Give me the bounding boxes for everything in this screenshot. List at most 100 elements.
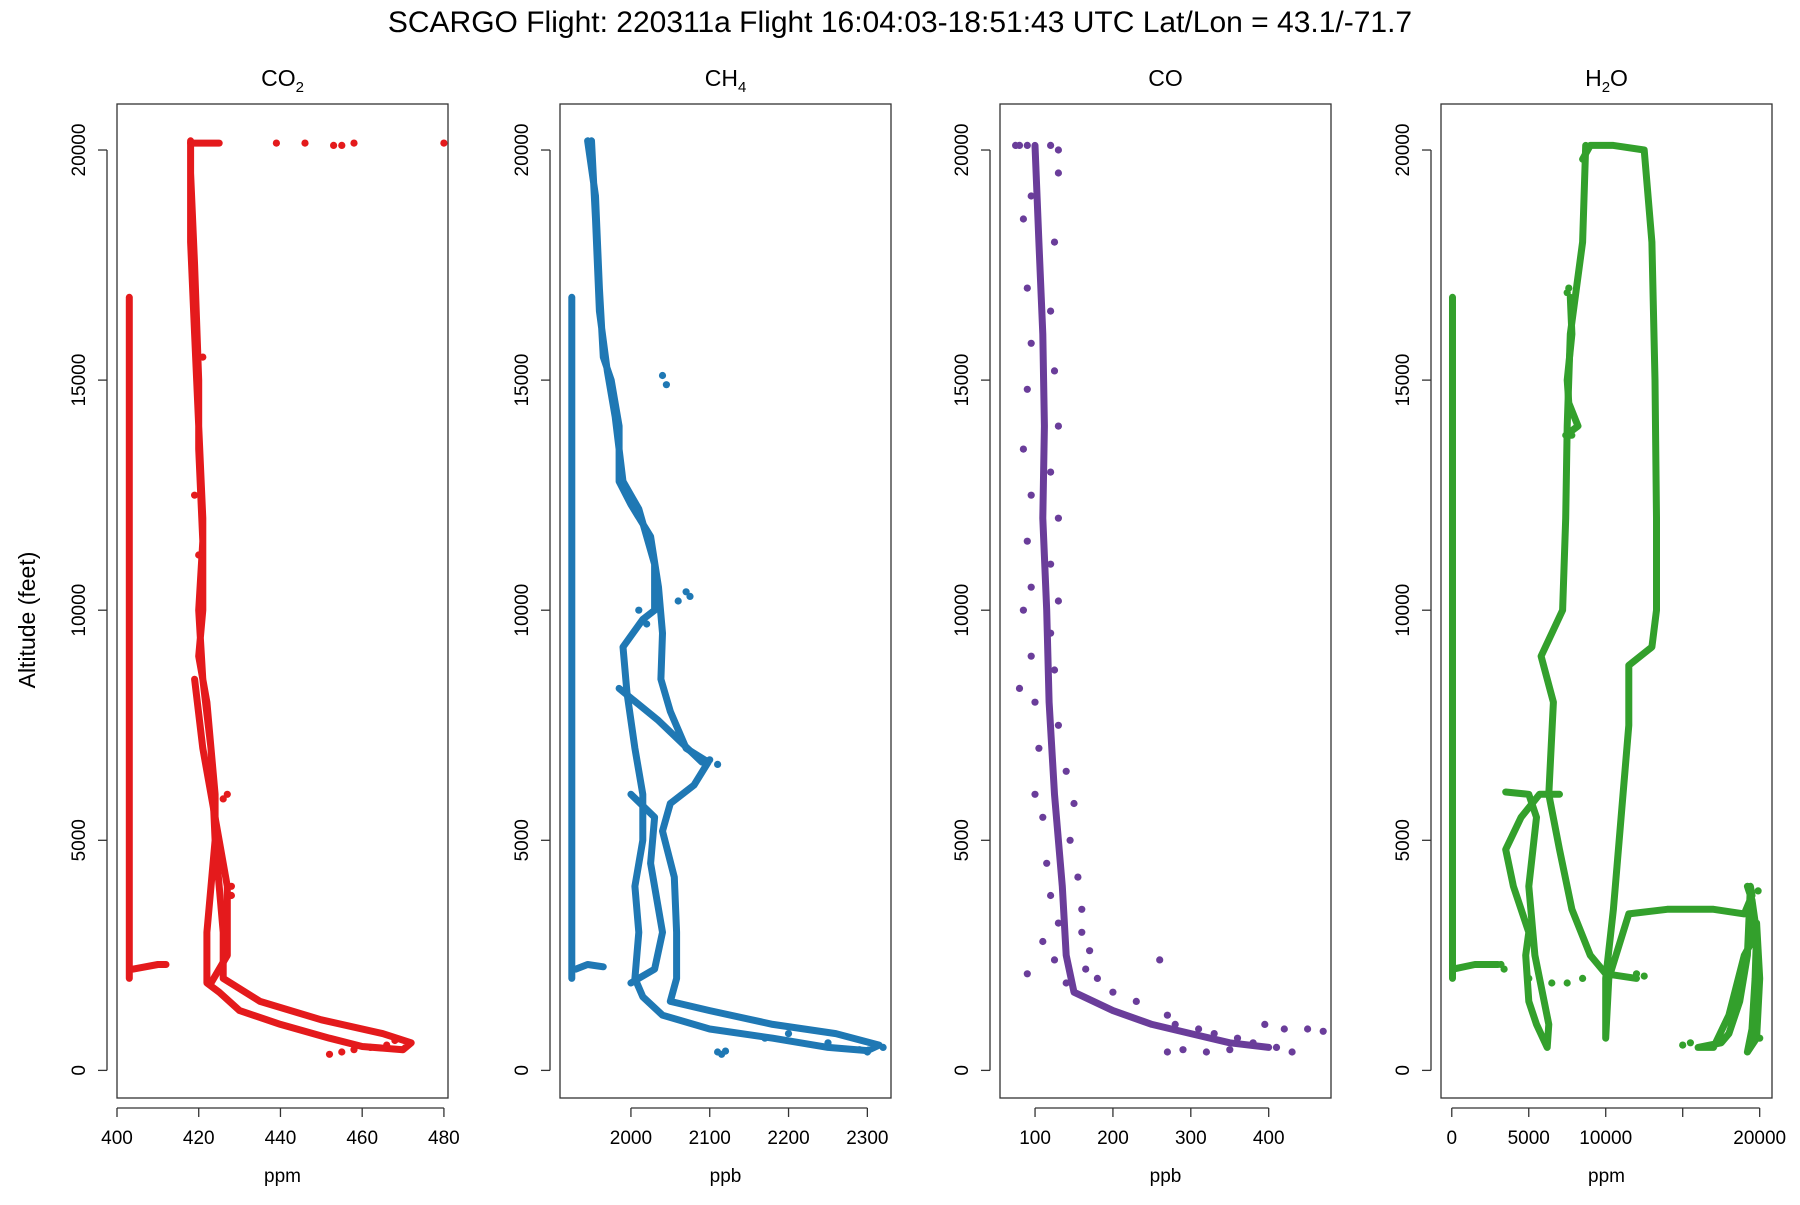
- data-point: [879, 1043, 887, 1051]
- x-axis-label: ppb: [710, 1166, 742, 1187]
- data-point: [272, 139, 280, 147]
- data-point: [824, 1039, 832, 1047]
- data-track: [584, 137, 883, 1055]
- y-tick-label: 15000: [69, 354, 90, 407]
- data-point: [1082, 965, 1090, 973]
- data-point: [1035, 744, 1043, 752]
- data-point: [1093, 974, 1101, 983]
- data-point: [1027, 491, 1035, 499]
- data-point: [1039, 937, 1047, 946]
- data-point: [350, 139, 358, 147]
- data-point: [1163, 1048, 1171, 1056]
- series-4: [1449, 141, 1764, 1056]
- data-track: [1537, 141, 1640, 982]
- data-point: [1054, 919, 1062, 927]
- data-point: [1062, 979, 1070, 987]
- y-tick-label: 15000: [1393, 354, 1414, 407]
- x-tick-label: 460: [346, 1128, 378, 1149]
- plot-frame: [999, 103, 1332, 1099]
- data-point: [855, 1046, 864, 1054]
- x-tick-label: 400: [1253, 1128, 1285, 1149]
- x-tick-label: 300: [1175, 1128, 1207, 1149]
- data-point: [1754, 887, 1762, 895]
- data-point: [1062, 767, 1070, 775]
- data-point: [662, 381, 671, 389]
- data-point: [1015, 684, 1024, 693]
- data-point: [1047, 629, 1055, 637]
- data-point: [1074, 873, 1082, 881]
- x-tick-label: 20000: [1733, 1128, 1786, 1149]
- data-point: [338, 141, 346, 149]
- y-tick-label: 0: [69, 1065, 90, 1076]
- data-point: [1070, 799, 1078, 808]
- data-point: [366, 1043, 374, 1051]
- data-point: [227, 891, 235, 900]
- data-point: [301, 139, 309, 147]
- data-point: [1500, 965, 1508, 973]
- data-point: [1023, 284, 1031, 292]
- y-tick-label: 10000: [952, 584, 973, 637]
- data-point: [674, 597, 682, 605]
- data-point: [1047, 307, 1055, 315]
- data-point: [1047, 560, 1055, 568]
- data-point: [1078, 928, 1086, 936]
- data-point: [1047, 468, 1055, 476]
- data-point: [440, 139, 448, 147]
- y-tick-label: 5000: [69, 819, 90, 861]
- data-point: [223, 790, 231, 798]
- data-track: [1449, 961, 1502, 973]
- data-point: [1288, 1048, 1296, 1056]
- y-tick-label: 10000: [1393, 584, 1414, 637]
- data-point: [1027, 192, 1035, 200]
- data-point: [1280, 1025, 1288, 1033]
- data-point: [1233, 1034, 1242, 1042]
- data-point: [721, 1047, 730, 1055]
- x-tick-label: 480: [428, 1128, 460, 1149]
- x-tick-label: 10000: [1579, 1128, 1632, 1149]
- data-point: [1047, 891, 1055, 900]
- data-point: [1579, 974, 1587, 983]
- data-point: [1272, 1043, 1281, 1051]
- data-point: [706, 756, 714, 764]
- data-point: [1686, 1039, 1694, 1047]
- series-3: [1012, 141, 1327, 1056]
- series-2: [568, 137, 887, 1058]
- data-point: [1054, 721, 1062, 729]
- y-tick-label: 15000: [952, 354, 973, 407]
- panel-2: CH4 2000 2100 2200 2300 ppb 0 5000 10000 15000 200…: [512, 65, 892, 1187]
- y-axis-label: Altitude (feet): [14, 552, 40, 689]
- data-point: [1086, 947, 1094, 955]
- y-tick-label: 0: [952, 1065, 973, 1076]
- data-point: [863, 1048, 872, 1056]
- data-point: [1054, 422, 1062, 430]
- data-point: [1039, 813, 1047, 821]
- data-point: [784, 1030, 793, 1038]
- data-point: [1210, 1030, 1218, 1038]
- data-point: [1163, 1011, 1171, 1019]
- data-track: [187, 137, 415, 1054]
- data-point: [1027, 583, 1035, 591]
- data-track: [1502, 788, 1563, 1051]
- data-point: [227, 882, 235, 890]
- panel-1: CO2 400 420 440 460 480 ppm 0 5000 10000 15000 2000…: [69, 65, 460, 1187]
- data-point: [1195, 1025, 1203, 1033]
- data-point: [658, 371, 667, 380]
- data-point: [1679, 1041, 1687, 1049]
- y-tick-label: 15000: [512, 354, 533, 407]
- data-point: [1179, 1046, 1187, 1054]
- y-tick-label: 20000: [69, 124, 90, 177]
- data-track: [1579, 141, 1764, 1056]
- data-point: [643, 620, 651, 628]
- data-point: [219, 795, 227, 803]
- data-point: [1019, 606, 1027, 614]
- x-axis-label: ppm: [1588, 1166, 1625, 1187]
- data-point: [1023, 385, 1031, 393]
- data-track: [1031, 141, 1273, 1051]
- x-tick-label: 2000: [610, 1128, 652, 1149]
- data-point: [1031, 790, 1039, 798]
- series-1: [125, 137, 448, 1058]
- data-point: [1031, 698, 1039, 706]
- data-point: [1548, 979, 1556, 987]
- data-track: [615, 684, 706, 766]
